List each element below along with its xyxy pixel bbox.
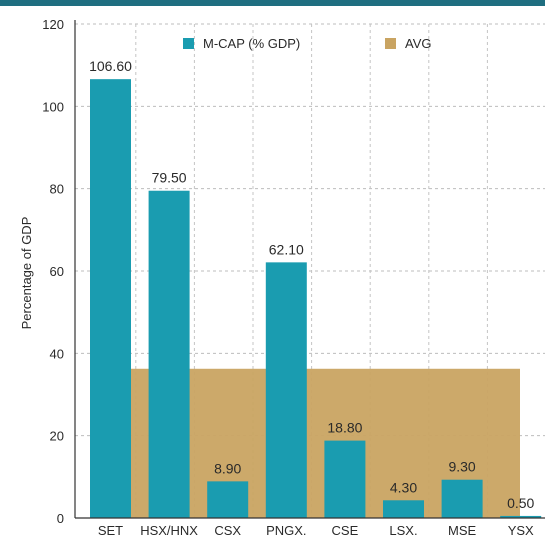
bar-set [90, 79, 131, 518]
legend-swatch-mcap [183, 38, 194, 49]
y-tick-label-1: 20 [50, 429, 64, 444]
bar-hsx-hnx [148, 190, 190, 518]
y-axis-title: Percentage of GDP [19, 217, 34, 330]
legend-label-avg: AVG [405, 36, 432, 51]
x-tick-label-5: LSX. [389, 523, 417, 538]
bars: 106.60 79.50 8.90 62.10 18.80 4.30 9.30 0.50 [89, 58, 542, 518]
data-label-0: 106.60 [89, 58, 132, 74]
y-tick-label-3: 60 [50, 264, 64, 279]
legend[interactable]: M-CAP (% GDP) AVG [183, 36, 432, 51]
x-tick-label-0: SET [98, 523, 123, 538]
data-label-3: 62.10 [269, 241, 304, 257]
bar-pngx [265, 262, 307, 518]
top-accent-bar [0, 0, 545, 6]
bar-mse [441, 479, 483, 518]
bar-csx [207, 481, 249, 518]
x-tick-label-4: CSE [332, 523, 359, 538]
legend-swatch-avg [385, 38, 396, 49]
y-tick-label-2: 40 [50, 346, 64, 361]
bar-cse [324, 440, 366, 518]
axes: 0 20 40 60 80 100 120 SET HSX/HNX CSX PNGX. CSE LSX.… [42, 17, 545, 538]
data-label-5: 4.30 [390, 479, 417, 495]
x-tick-label-2: CSX [214, 523, 241, 538]
bar-lsx [383, 500, 424, 518]
data-label-6: 9.30 [448, 459, 475, 475]
data-label-1: 79.50 [152, 170, 187, 186]
bar-ysx [500, 515, 542, 518]
data-label-4: 18.80 [327, 420, 362, 436]
y-tick-label-6: 120 [42, 17, 64, 32]
x-tick-label-1: HSX/HNX [140, 523, 198, 538]
y-tick-label-4: 80 [50, 182, 64, 197]
x-tick-label-6: MSE [448, 523, 477, 538]
y-tick-label-5: 100 [42, 99, 64, 114]
y-tick-label-0: 0 [57, 511, 64, 526]
x-tick-label-3: PNGX. [266, 523, 306, 538]
data-label-2: 8.90 [214, 460, 241, 476]
x-tick-label-7: YSX [508, 523, 534, 538]
data-label-7: 0.50 [507, 495, 534, 511]
legend-label-mcap: M-CAP (% GDP) [203, 36, 300, 51]
